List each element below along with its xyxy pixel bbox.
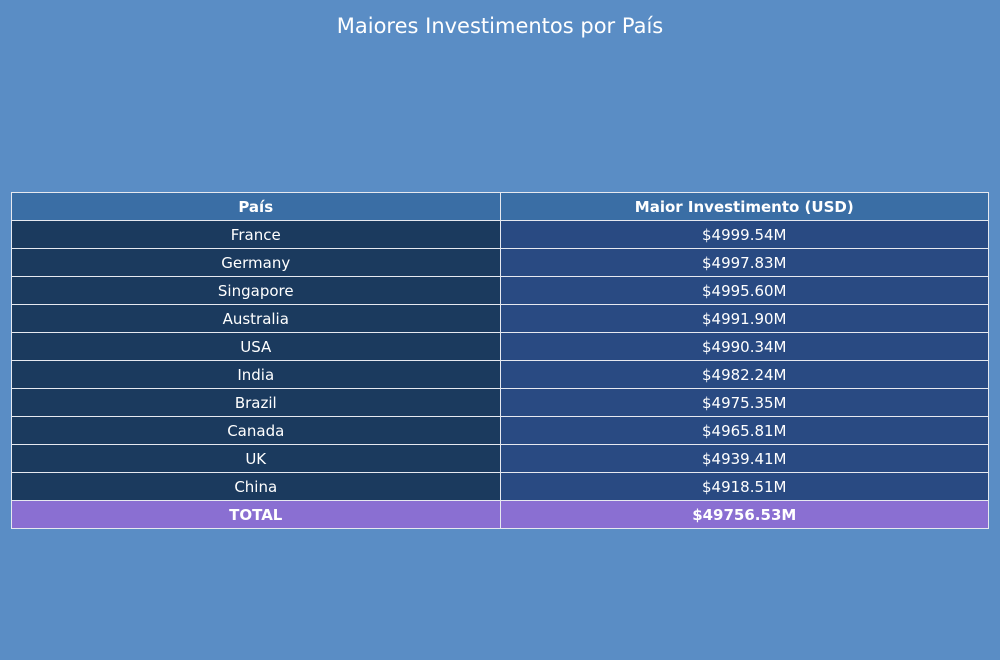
table-row: Brazil $4975.35M	[11, 388, 989, 417]
table-body: France $4999.54M Germany $4997.83M Singapore…	[11, 220, 989, 529]
cell-country: UK	[11, 444, 501, 473]
cell-country: Canada	[11, 416, 501, 445]
cell-investment: $4997.83M	[499, 248, 989, 277]
table-row: Canada $4965.81M	[11, 416, 989, 445]
cell-investment: $4995.60M	[499, 276, 989, 305]
table-row: Australia $4991.90M	[11, 304, 989, 333]
cell-country: Singapore	[11, 276, 501, 305]
cell-investment: $4975.35M	[499, 388, 989, 417]
table-row: UK $4939.41M	[11, 444, 989, 473]
cell-investment: $4965.81M	[499, 416, 989, 445]
cell-investment: $4918.51M	[499, 472, 989, 501]
cell-investment: $4991.90M	[499, 304, 989, 333]
cell-country: Germany	[11, 248, 501, 277]
cell-investment: $4999.54M	[499, 220, 989, 249]
table-row: France $4999.54M	[11, 220, 989, 249]
table-row: Singapore $4995.60M	[11, 276, 989, 305]
investment-table: País Maior Investimento (USD) France $499…	[11, 192, 989, 529]
total-row: TOTAL $49756.53M	[11, 500, 989, 529]
cell-country: Australia	[11, 304, 501, 333]
header-country: País	[11, 192, 501, 221]
cell-country: USA	[11, 332, 501, 361]
cell-country: China	[11, 472, 501, 501]
cell-country: India	[11, 360, 501, 389]
table-row: China $4918.51M	[11, 472, 989, 501]
cell-investment: $4990.34M	[499, 332, 989, 361]
header-investment: Maior Investimento (USD)	[499, 192, 989, 221]
cell-country: Brazil	[11, 388, 501, 417]
table-row: USA $4990.34M	[11, 332, 989, 361]
table-row: India $4982.24M	[11, 360, 989, 389]
cell-country: France	[11, 220, 501, 249]
cell-investment: $4939.41M	[499, 444, 989, 473]
total-value: $49756.53M	[499, 500, 989, 529]
table-header-row: País Maior Investimento (USD)	[11, 192, 989, 221]
table-row: Germany $4997.83M	[11, 248, 989, 277]
chart-title: Maiores Investimentos por País	[336, 14, 664, 38]
total-label: TOTAL	[11, 500, 501, 529]
cell-investment: $4982.24M	[499, 360, 989, 389]
